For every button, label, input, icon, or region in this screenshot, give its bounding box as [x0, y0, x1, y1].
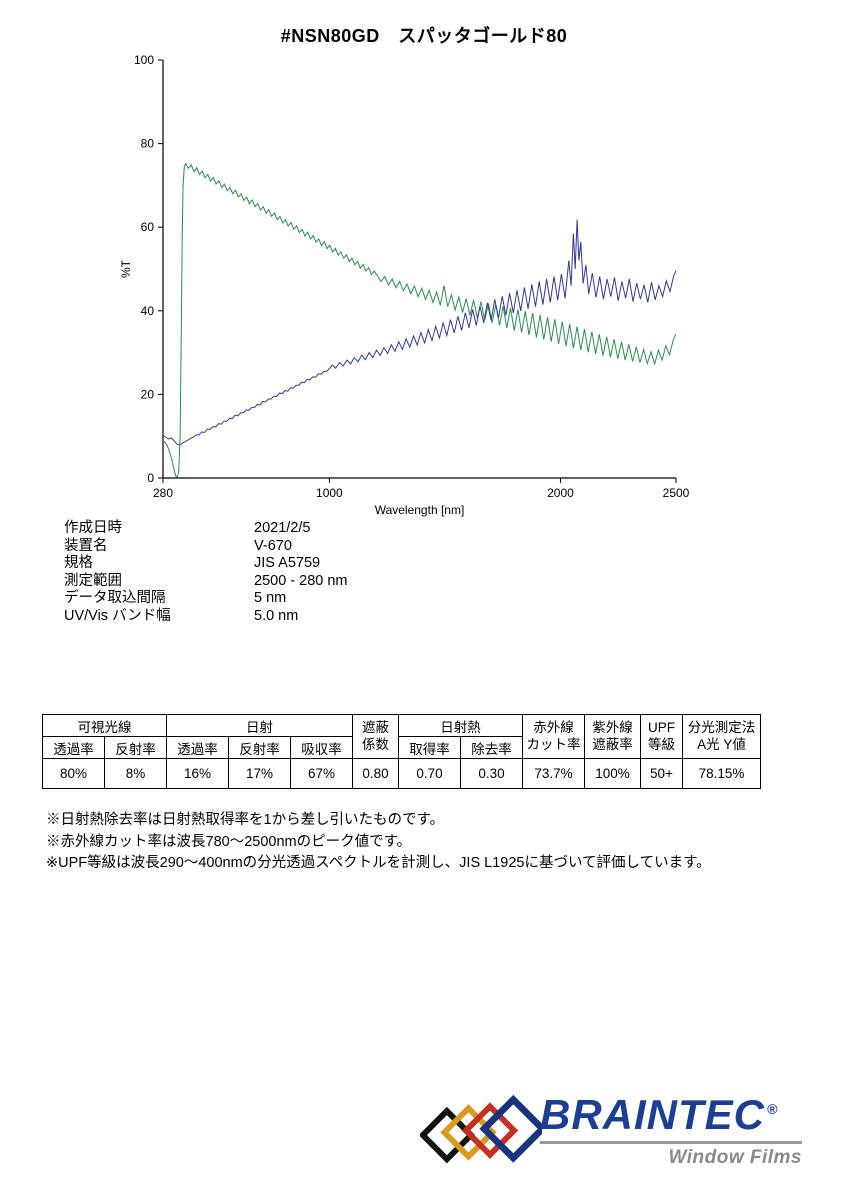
subcol-heat-gain: 取得率 [398, 736, 461, 759]
svg-text:60: 60 [141, 220, 155, 234]
svg-text:2500: 2500 [663, 486, 690, 500]
header-line: 係数 [362, 736, 389, 752]
svg-text:280: 280 [153, 486, 173, 500]
value-cell: 16% [166, 758, 229, 789]
meta-label: 装置名 [64, 537, 108, 554]
col-spectrophotometric: 分光測定法 A光 Y値 [682, 714, 761, 759]
header-line: カット率 [526, 736, 581, 752]
col-uv-block: 紫外線 遮蔽率 [584, 714, 641, 759]
subcol-reflectance: 反射率 [104, 736, 167, 759]
footnote: ※UPF等級は波長290〜400nmの分光透過スペクトルを計測し、JIS L19… [46, 855, 711, 871]
header-line: 紫外線 [592, 719, 633, 735]
subcol-transmittance: 透過率 [166, 736, 229, 759]
header-line: 遮蔽率 [592, 736, 633, 752]
meta-value: JIS A5759 [254, 555, 321, 571]
registered-mark: ® [767, 1101, 779, 1117]
meta-label: 作成日時 [64, 520, 122, 536]
diamond-blue [479, 1094, 542, 1163]
logo-divider [540, 1141, 802, 1144]
col-ir-cut: 赤外線 カット率 [522, 714, 585, 759]
footnote: ※赤外線カット率は波長780〜2500nmのピーク値です。 [46, 833, 412, 850]
footnotes: ※日射熱除去率は日射熱取得率を1から差し引いたものです。 ※赤外線カット率は波長… [46, 810, 711, 875]
meta-row: 装置名 V-670 [64, 538, 348, 556]
value-cell: 0.80 [352, 758, 399, 789]
subcol-reflectance: 反射率 [228, 736, 291, 759]
svg-text:Wavelength [nm]: Wavelength [nm] [375, 503, 465, 517]
spectral-chart: 0 20 40 60 80 100 280 1000 2000 2500 Wavelength [n… [119, 53, 690, 517]
braintec-logo: BRAINTEC ® Window Films [540, 1094, 802, 1169]
meta-value: 5.0 nm [254, 607, 299, 624]
brand-name: BRAINTEC ® [540, 1094, 802, 1136]
meta-row: 規格 JIS A5759 [64, 555, 348, 573]
brand-wordmark: BRAINTEC [540, 1091, 765, 1138]
col-shading-coefficient: 遮蔽 係数 [352, 714, 399, 759]
measurement-metadata: 作成日時 2021/2/5 装置名 V-670 規格 JIS A5759 測定範… [64, 520, 348, 625]
svg-text:1000: 1000 [316, 486, 343, 500]
col-upf-grade: UPF 等級 [640, 714, 683, 759]
header-line: 赤外線 [533, 719, 574, 735]
subcol-heat-removal: 除去率 [460, 736, 523, 759]
header-line: A光 Y値 [697, 736, 746, 752]
value-cell: 73.7% [522, 758, 585, 789]
meta-value: 2021/2/5 [254, 520, 311, 536]
value-cell: 67% [290, 758, 353, 789]
header-line: 分光測定法 [687, 719, 756, 735]
svg-text:20: 20 [141, 387, 155, 401]
header-line: UPF [648, 719, 675, 735]
svg-text:80: 80 [141, 137, 155, 151]
group-visible-light: 可視光線 [42, 714, 167, 737]
meta-value: V-670 [254, 537, 292, 554]
svg-text:100: 100 [134, 53, 154, 67]
meta-row: UV/Vis バンド幅 5.0 nm [64, 608, 348, 626]
page-title: #NSN80GD スパッタゴールド80 [280, 26, 568, 46]
subcol-absorption: 吸収率 [290, 736, 353, 759]
value-cell: 80% [42, 758, 105, 789]
meta-row: データ取込間隔 5 nm [64, 590, 348, 608]
meta-row: 作成日時 2021/2/5 [64, 520, 348, 538]
results-table: 可視光線 日射 遮蔽 係数 日射熱 赤外線 カット率 紫外線 遮蔽率 UPF 等… [42, 714, 761, 789]
meta-label: データ取込間隔 [64, 590, 166, 606]
chart-area: 0 20 40 60 80 100 280 1000 2000 2500 Wavelength [n… [118, 50, 693, 525]
group-solar: 日射 [166, 714, 353, 737]
meta-row: 測定範囲 2500 - 280 nm [64, 573, 348, 591]
footnote: ※日射熱除去率は日射熱取得率を1から差し引いたものです。 [46, 812, 445, 828]
value-cell: 0.30 [460, 758, 523, 789]
group-solar-heat: 日射熱 [398, 714, 523, 737]
meta-label: 規格 [64, 555, 93, 571]
header-line: 等級 [648, 736, 675, 752]
value-cell: 100% [584, 758, 641, 789]
svg-text:40: 40 [141, 304, 155, 318]
value-cell: 50+ [640, 758, 683, 789]
svg-text:2000: 2000 [547, 486, 574, 500]
meta-label: 測定範囲 [64, 572, 122, 589]
meta-label: UV/Vis バンド幅 [64, 607, 171, 624]
value-cell: 0.70 [398, 758, 461, 789]
svg-text:%T: %T [119, 259, 133, 278]
value-cell: 17% [228, 758, 291, 789]
logo-diamonds-icon [420, 1094, 542, 1164]
meta-value: 5 nm [254, 590, 287, 606]
header-line: 遮蔽 [362, 719, 389, 735]
svg-text:0: 0 [147, 471, 154, 485]
meta-value: 2500 - 280 nm [254, 572, 348, 589]
value-cell: 78.15% [682, 758, 761, 789]
subcol-transmittance: 透過率 [42, 736, 105, 759]
brand-tagline: Window Films [668, 1147, 802, 1168]
value-cell: 8% [104, 758, 167, 789]
